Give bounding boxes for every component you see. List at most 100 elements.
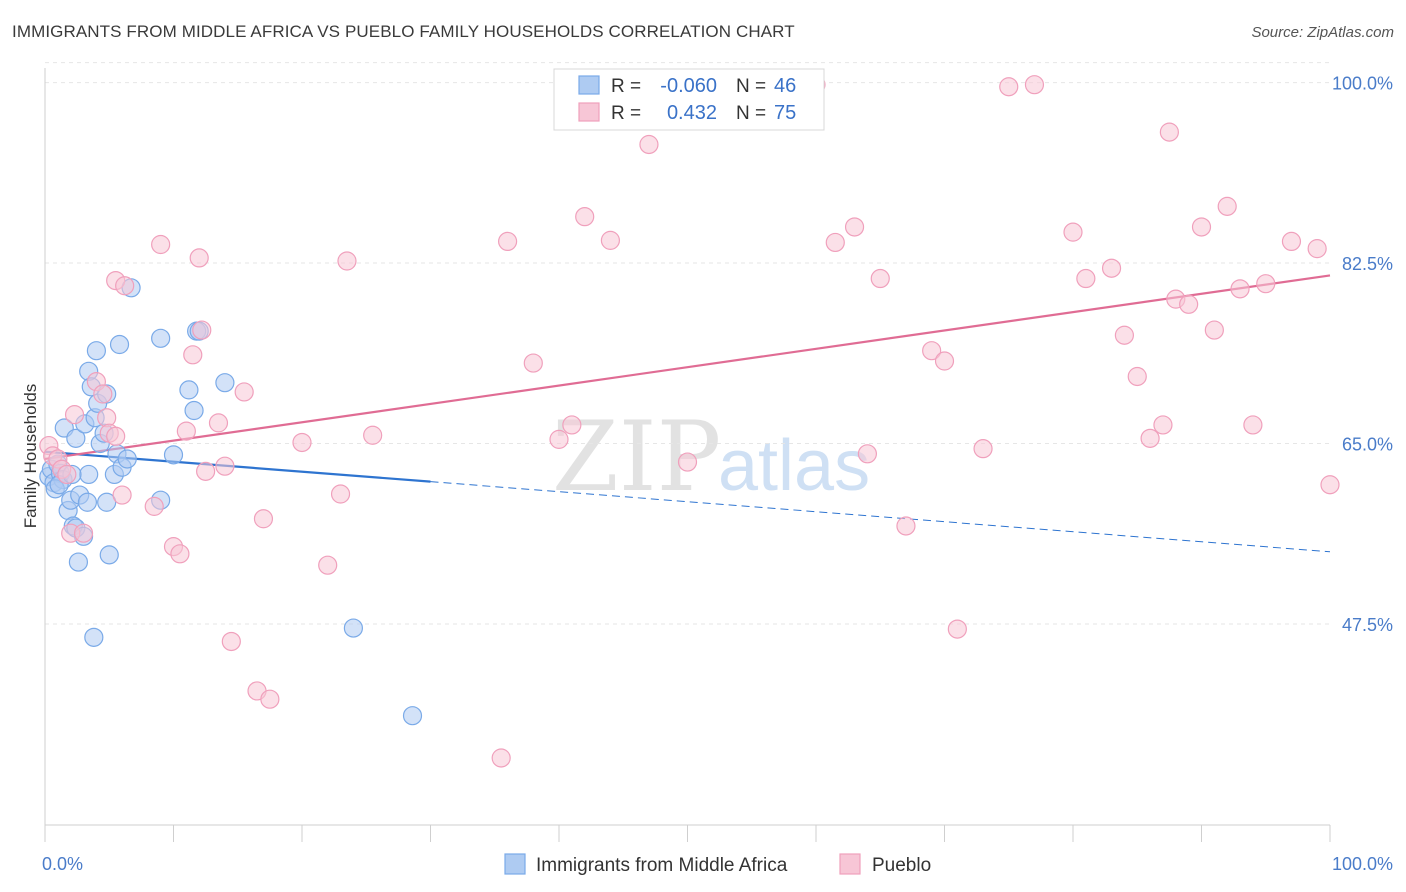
data-point-middle-africa xyxy=(109,334,130,355)
data-point-pueblo xyxy=(144,496,164,516)
data-point-pueblo xyxy=(1256,274,1276,294)
data-point-middle-africa xyxy=(179,380,199,400)
legend-n-label-2: N = xyxy=(736,103,766,124)
data-point-pueblo xyxy=(337,251,357,271)
data-point-pueblo xyxy=(1140,428,1160,448)
data-point-pueblo xyxy=(1159,122,1179,142)
data-point-pueblo xyxy=(192,320,212,340)
data-point-pueblo xyxy=(330,484,351,504)
data-point-middle-africa xyxy=(99,545,119,565)
data-point-middle-africa xyxy=(77,492,98,512)
data-point-pueblo xyxy=(1076,268,1096,289)
data-point-pueblo xyxy=(999,77,1019,97)
data-point-pueblo xyxy=(1127,366,1147,387)
y-tick-label: 47.5% xyxy=(1342,615,1393,635)
data-point-pueblo xyxy=(1101,258,1122,278)
data-point-pueblo xyxy=(183,345,203,365)
data-point-pueblo xyxy=(234,382,254,402)
legend-n-value-2: 75 xyxy=(774,102,796,124)
data-point-pueblo xyxy=(253,509,274,529)
trend-line-pueblo xyxy=(44,274,1331,461)
data-point-middle-africa xyxy=(402,706,423,726)
data-point-pueblo xyxy=(196,461,216,481)
data-point-middle-africa xyxy=(163,445,184,465)
data-point-pueblo xyxy=(491,748,511,768)
series-legend-label-middle-africa[interactable]: Immigrants from Middle Africa xyxy=(536,855,788,876)
data-point-pueblo xyxy=(677,452,698,472)
data-point-pueblo xyxy=(1281,231,1302,252)
data-point-pueblo xyxy=(318,555,338,575)
data-point-pueblo xyxy=(170,544,190,564)
data-point-pueblo xyxy=(112,485,132,505)
data-point-pueblo xyxy=(1320,475,1340,495)
series-legend-label-pueblo[interactable]: Pueblo xyxy=(872,855,931,876)
data-point-pueblo xyxy=(1204,320,1224,340)
data-point-pueblo xyxy=(549,429,569,449)
legend-n-label-1: N = xyxy=(736,76,766,97)
legend-swatch-pueblo xyxy=(578,102,600,122)
data-point-middle-africa xyxy=(84,627,104,647)
stats-legend: R = -0.060 N = 46 R = 0.432 N = 75 xyxy=(553,68,825,131)
legend-n-value-1: 46 xyxy=(774,75,796,97)
data-point-pueblo xyxy=(1191,217,1212,237)
data-point-pueblo xyxy=(189,248,209,268)
data-point-pueblo xyxy=(215,456,235,476)
series-legend-swatch-pueblo[interactable] xyxy=(839,853,861,875)
chart-title: IMMIGRANTS FROM MIDDLE AFRICA VS PUEBLO … xyxy=(12,22,795,41)
data-point-pueblo xyxy=(221,631,241,652)
data-point-pueblo xyxy=(922,341,942,361)
data-point-pueblo xyxy=(562,415,582,435)
data-point-pueblo xyxy=(260,689,280,709)
data-point-pueblo xyxy=(93,384,113,404)
x-tick-label: 0.0% xyxy=(42,854,83,874)
data-point-pueblo xyxy=(523,353,543,373)
data-point-pueblo xyxy=(106,426,126,446)
data-point-middle-africa xyxy=(97,492,117,512)
data-point-pueblo xyxy=(575,207,595,227)
watermark: ZIP atlas xyxy=(552,401,870,513)
data-points xyxy=(39,75,1340,768)
data-point-pueblo xyxy=(208,413,229,433)
data-point-pueblo xyxy=(363,425,383,445)
data-point-middle-africa xyxy=(184,400,204,421)
x-tick-label: 100.0% xyxy=(1332,854,1393,874)
data-point-pueblo xyxy=(600,230,621,250)
legend-r-value-2: 0.432 xyxy=(667,102,717,124)
trend-line-middle-africa xyxy=(44,450,431,483)
legend-r-value-1: -0.060 xyxy=(660,75,717,97)
watermark-atlas: atlas xyxy=(718,426,870,506)
data-point-pueblo xyxy=(844,217,865,237)
data-point-pueblo xyxy=(1153,415,1173,435)
data-point-pueblo xyxy=(115,276,135,296)
y-tick-label: 65.0% xyxy=(1342,435,1393,455)
data-point-middle-africa xyxy=(151,328,171,348)
data-point-middle-africa xyxy=(66,428,86,448)
data-point-pueblo xyxy=(64,405,85,425)
series-legend-swatch-middle-africa[interactable] xyxy=(504,853,526,875)
data-point-pueblo xyxy=(1307,239,1327,259)
data-point-pueblo xyxy=(1230,279,1250,299)
chart-source: Source: ZipAtlas.com xyxy=(1251,24,1394,41)
data-point-pueblo xyxy=(639,134,659,155)
y-tick-labels: 100.0% 82.5% 65.0% 47.5% xyxy=(1332,74,1393,635)
data-point-middle-africa xyxy=(86,341,107,361)
data-point-pueblo xyxy=(973,439,993,459)
data-point-middle-africa xyxy=(343,618,363,638)
data-point-middle-africa xyxy=(117,449,137,469)
data-point-middle-africa xyxy=(215,373,235,393)
data-point-pueblo xyxy=(825,232,845,253)
y-tick-label: 82.5% xyxy=(1342,254,1393,274)
data-point-pueblo xyxy=(176,421,196,441)
data-point-pueblo xyxy=(1024,75,1045,95)
legend-swatch-middle-africa xyxy=(578,75,600,95)
legend-r-label-2: R = xyxy=(611,103,641,124)
trend-line-extension-middle-africa xyxy=(430,481,1331,553)
data-point-pueblo xyxy=(870,268,890,289)
y-tick-label: 100.0% xyxy=(1332,74,1393,94)
data-point-pueblo xyxy=(73,523,94,543)
data-point-pueblo xyxy=(1114,325,1135,345)
data-point-pueblo xyxy=(947,619,967,639)
data-point-middle-africa xyxy=(79,464,99,485)
data-point-pueblo xyxy=(857,444,878,464)
